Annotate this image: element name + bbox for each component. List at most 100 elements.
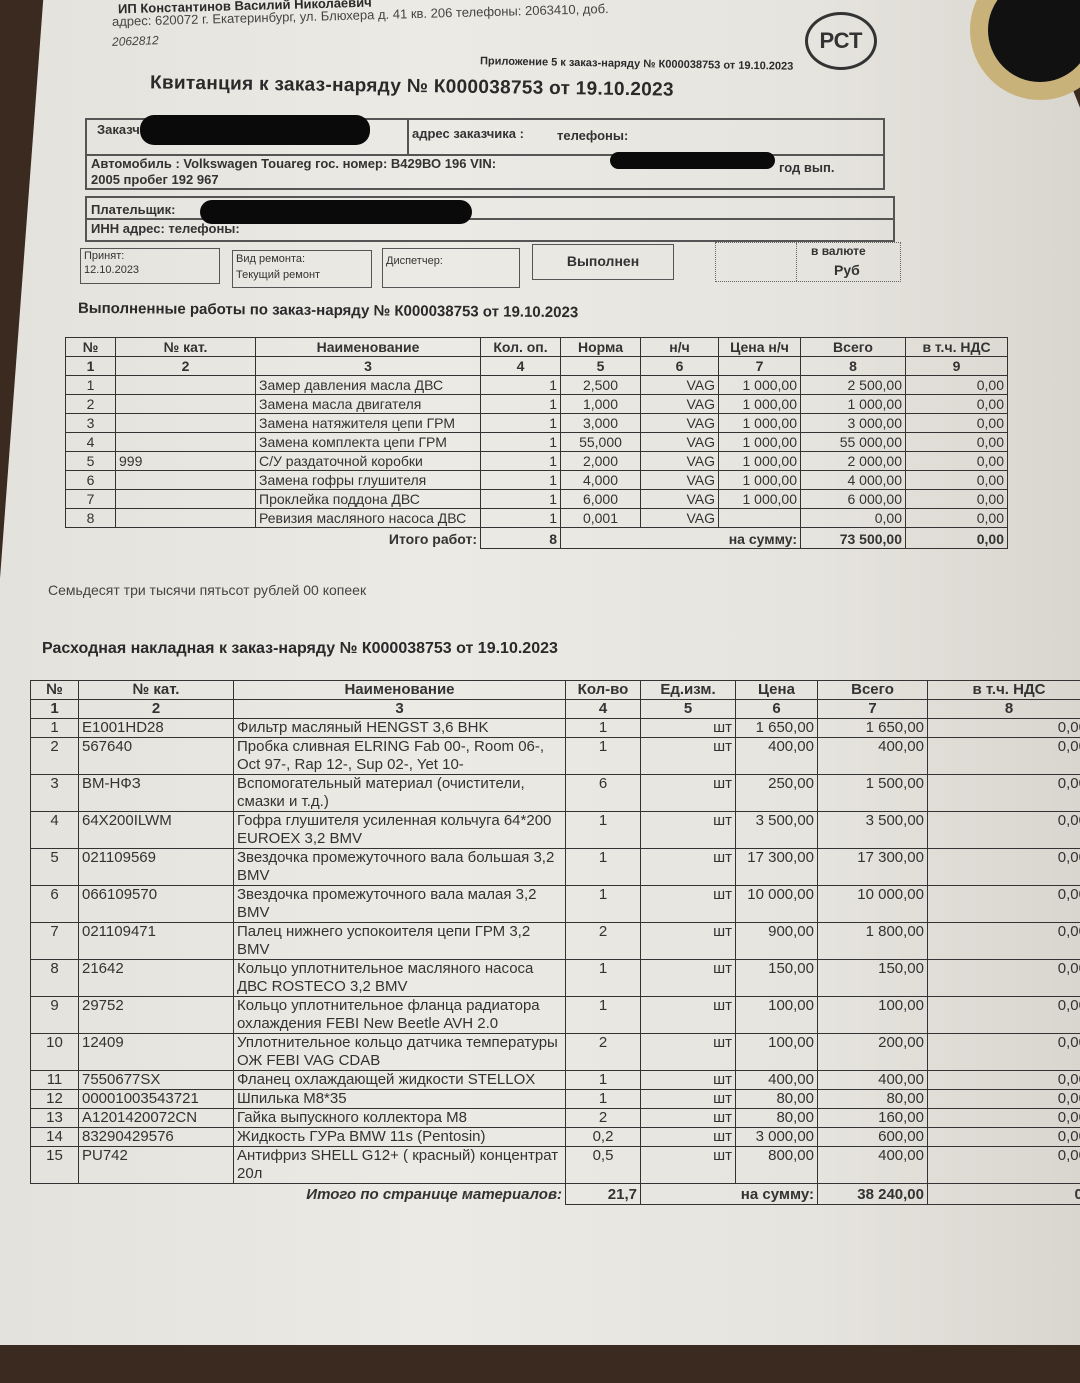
column-header: 6 [640, 356, 719, 376]
column-header: Всего [800, 337, 906, 357]
table-cell: 11 [30, 1070, 79, 1090]
table-row: 6 Замена гофры глушителя 1 4,000 VAG 1 000,00… [65, 470, 1008, 490]
table-cell: 4 [30, 811, 79, 849]
table-cell: 1 000,00 [800, 394, 906, 414]
table-cell: Кольцо уплотнительное масляного насоса Д… [233, 959, 566, 997]
materials-section-title: Расходная накладная к заказ-наряду № К00… [42, 640, 558, 657]
repair-type-box: Вид ремонта: Текущий ремонт [232, 250, 372, 288]
column-header: 4 [480, 356, 561, 376]
table-cell: 17 300,00 [735, 848, 818, 886]
table-cell: 2,000 [560, 451, 641, 471]
table-cell: 3 [30, 774, 79, 812]
table-cell: 6 000,00 [800, 489, 906, 509]
table-cell [115, 432, 256, 452]
table-cell: 5 [65, 451, 116, 471]
table-cell: Звездочка промежуточного вала большая 3,… [233, 848, 566, 886]
table-cell: Звездочка промежуточного вала малая 3,2 … [233, 885, 566, 923]
table-cell: 8 [65, 508, 116, 528]
table-cell: 2 500,00 [800, 375, 906, 395]
table-cell: 100,00 [735, 1033, 818, 1071]
table-cell: 0,001 [560, 508, 641, 528]
table-cell: шт [640, 996, 736, 1034]
table-cell: Уплотнительное кольцо датчика температур… [233, 1033, 566, 1071]
table-row: 1 E1001HD28 Фильтр масляный HENGST 3,6 BHK… [30, 718, 1080, 738]
table-cell: 6 [65, 470, 116, 490]
table-cell: Замена гофры глушителя [255, 470, 481, 490]
table-cell: 0,00 [927, 718, 1080, 738]
currency-label: в валюте [811, 244, 866, 258]
table-cell [115, 394, 256, 414]
currency-value: Руб [834, 262, 860, 278]
table-cell: Гофра глушителя усиленная кольчуга 64*20… [233, 811, 566, 849]
table-cell: шт [640, 1070, 736, 1090]
table-cell: 1 500,00 [817, 774, 928, 812]
column-header: № кат. [78, 680, 234, 700]
table-cell: 0,00 [927, 996, 1080, 1034]
dispatcher-label: Диспетчер: [386, 255, 443, 267]
column-header: Наименование [255, 337, 481, 357]
column-header: 5 [560, 356, 641, 376]
table-cell: 250,00 [735, 774, 818, 812]
rst-logo: РСТ [805, 12, 877, 70]
table-cell: шт [640, 959, 736, 997]
table-cell: Замена натяжителя цепи ГРМ [255, 413, 481, 433]
table-cell: 400,00 [817, 1146, 928, 1184]
table-cell: 55 000,00 [800, 432, 906, 452]
table-cell: 0,00 [927, 1070, 1080, 1090]
table-cell: PU742 [78, 1146, 234, 1184]
table-cell: 200,00 [817, 1033, 928, 1071]
table-cell: шт [640, 1127, 736, 1147]
column-header: Наименование [233, 680, 566, 700]
table-cell: Фланец охлаждающей жидкости STELLOX [233, 1070, 566, 1090]
total-vat: 0,00 [905, 527, 1008, 549]
table-cell: 00001003543721 [78, 1089, 234, 1109]
table-cell: 0,00 [905, 489, 1008, 509]
table-cell: 14 [30, 1127, 79, 1147]
total-in-words: Семьдесят три тысячи пятьсот рублей 00 к… [48, 582, 367, 598]
sum-label: на сумму: [560, 527, 801, 549]
table-cell: 2 [30, 737, 79, 775]
table-cell [718, 508, 801, 528]
table-cell: шт [640, 922, 736, 960]
dispatcher-box: Диспетчер: [382, 248, 520, 288]
table-cell: 7 [30, 922, 79, 960]
table-cell: Пробка сливная ELRING Fab 00-, Room 06-,… [233, 737, 566, 775]
table-cell [115, 508, 256, 528]
column-header: 3 [233, 699, 566, 719]
table-cell: 5 [30, 848, 79, 886]
table-cell: 1 [565, 848, 641, 886]
table-cell: 066109570 [78, 885, 234, 923]
works-table: № № кат. Наименование Кол. оп. Норма н/ч Цена … [65, 337, 1008, 549]
company-address-2: 2062812 [111, 33, 159, 49]
customer-phones-label: телефоны: [557, 128, 629, 143]
column-header: 2 [115, 356, 256, 376]
table-cell: 0,00 [927, 1033, 1080, 1071]
table-cell: 0,00 [927, 959, 1080, 997]
column-header: Кол. оп. [480, 337, 561, 357]
table-cell: VAG [640, 489, 719, 509]
table-cell: 1 [565, 885, 641, 923]
accepted-label: Принят: [84, 250, 125, 262]
table-row: 1 Замер давления масла ДВС 1 2,500 VAG 1 000,… [65, 375, 1008, 395]
table-row: 3 Замена натяжителя цепи ГРМ 1 3,000 VAG 1 00… [65, 413, 1008, 433]
table-cell: 15 [30, 1146, 79, 1184]
table-cell: 80,00 [735, 1108, 818, 1128]
table-cell: Гайка выпускного коллектора M8 [233, 1108, 566, 1128]
materials-table: № № кат. Наименование Кол-во Ед.изм. Цена Всег… [30, 680, 1080, 1205]
table-row: 9 29752 Кольцо уплотнительное фланца радиа… [30, 996, 1080, 1034]
table-cell: 1 [480, 394, 561, 414]
table-cell [115, 489, 256, 509]
table-cell: 2,500 [560, 375, 641, 395]
table-cell: Замена масла двигателя [255, 394, 481, 414]
table-cell: 4 [65, 432, 116, 452]
table-cell: 1 [565, 737, 641, 775]
table-cell: 1 [65, 375, 116, 395]
redacted-payer [200, 200, 472, 224]
table-cell: 0,00 [905, 470, 1008, 490]
table-cell: 0,00 [905, 413, 1008, 433]
column-header: 1 [30, 699, 79, 719]
table-cell: 2 [65, 394, 116, 414]
table-cell: 2 000,00 [800, 451, 906, 471]
table-cell: 1 000,00 [718, 451, 801, 471]
